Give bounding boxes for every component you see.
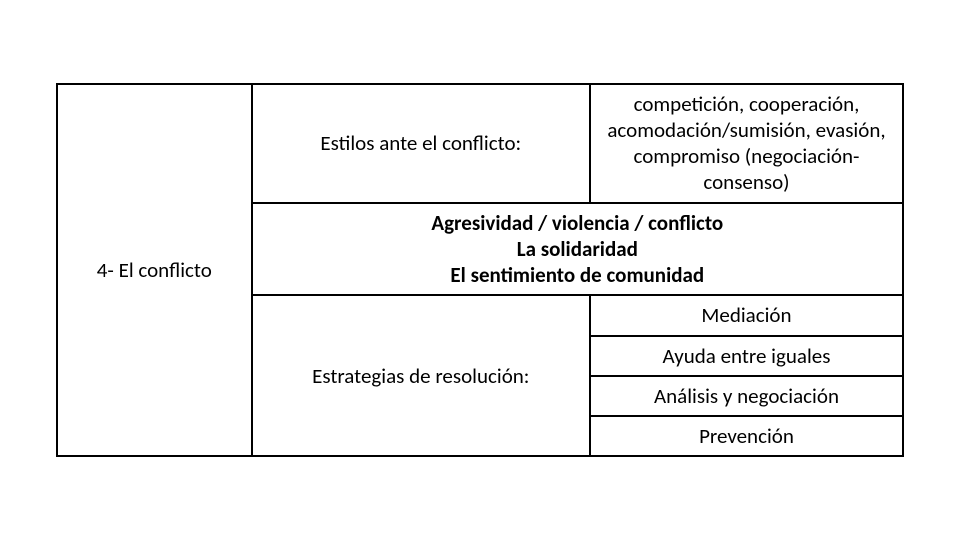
page-wrap: 4- El conflicto Estilos ante el conflict… (0, 0, 960, 540)
estilos-label-cell: Estilos ante el conflicto: (252, 84, 590, 203)
middle-merged-cell: Agresividad / violencia / conflicto La s… (252, 203, 903, 296)
estrategia-item-cell: Prevención (590, 416, 903, 456)
estrategias-label-cell: Estrategias de resolución: (252, 295, 590, 456)
table-row: 4- El conflicto Estilos ante el conflict… (57, 84, 903, 203)
estilos-values-cell: competición, cooperación, acomodación/su… (590, 84, 903, 203)
middle-line2: La solidaridad (517, 236, 638, 262)
estrategia-item-cell: Ayuda entre iguales (590, 336, 903, 376)
estrategia-item-cell: Análisis y negociación (590, 376, 903, 416)
conflicto-table: 4- El conflicto Estilos ante el conflict… (56, 83, 904, 458)
middle-line1: Agresividad / violencia / conflicto (431, 210, 723, 236)
estrategia-item-cell: Mediación (590, 295, 903, 335)
middle-line3: El sentimiento de comunidad (450, 262, 704, 288)
left-header-cell: 4- El conflicto (57, 84, 252, 457)
